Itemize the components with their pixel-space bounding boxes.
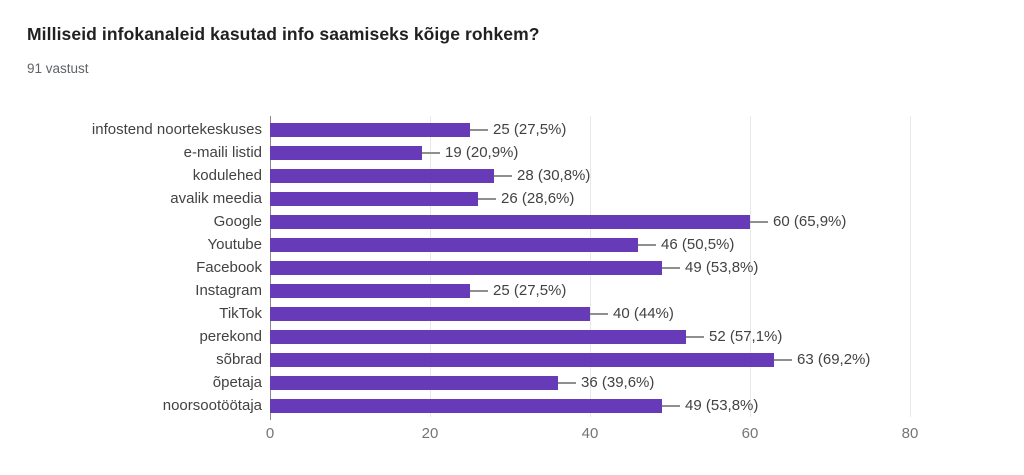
value-label: 63 (69,2%) xyxy=(797,351,871,368)
bar-row: 25 (27,5%) xyxy=(270,279,910,302)
value-label: 60 (65,9%) xyxy=(773,213,847,230)
x-tick-label: 60 xyxy=(741,425,759,442)
x-axis: 0 20 40 60 80 xyxy=(266,417,919,451)
response-count: 91 vastust xyxy=(27,61,89,76)
category-label: infostend noortekeskuses xyxy=(91,121,262,138)
bar-row: 49 (53,8%) xyxy=(270,394,910,417)
x-tick-label: 0 xyxy=(265,425,275,442)
bar[interactable] xyxy=(270,306,590,321)
value-label: 25 (27,5%) xyxy=(493,282,567,299)
category-label: õpetaja xyxy=(212,374,262,391)
leader-line xyxy=(662,404,680,407)
category-label: kodulehed xyxy=(192,167,262,184)
bar[interactable] xyxy=(270,329,686,344)
leader-line xyxy=(638,243,656,246)
value-label: 49 (53,8%) xyxy=(685,259,759,276)
leader-line xyxy=(662,266,680,269)
bar[interactable] xyxy=(270,145,422,160)
x-tick-label: 40 xyxy=(581,425,599,442)
leader-line xyxy=(686,335,704,338)
category-label: Facebook xyxy=(196,259,262,276)
value-label: 40 (44%) xyxy=(613,305,674,322)
bar[interactable] xyxy=(270,398,662,413)
category-label: noorsootöötaja xyxy=(162,397,262,414)
bar-row: 40 (44%) xyxy=(270,302,910,325)
leader-line xyxy=(494,174,512,177)
value-label: 28 (30,8%) xyxy=(517,167,591,184)
value-label: 25 (27,5%) xyxy=(493,121,567,138)
bar-row: 28 (30,8%) xyxy=(270,164,910,187)
bar[interactable] xyxy=(270,237,638,252)
bar[interactable] xyxy=(270,260,662,275)
x-tick-label: 20 xyxy=(421,425,439,442)
bar-row: 60 (65,9%) xyxy=(270,210,910,233)
category-label: avalik meedia xyxy=(170,190,262,207)
category-label: Youtube xyxy=(207,236,262,253)
leader-line xyxy=(750,220,768,223)
leader-line xyxy=(774,358,792,361)
bar-chart: infostend noortekeskuses e-maili listid ko… xyxy=(0,116,1024,451)
value-label: 26 (28,6%) xyxy=(501,190,575,207)
bar[interactable] xyxy=(270,214,750,229)
bar[interactable] xyxy=(270,283,470,298)
bar-row: 63 (69,2%) xyxy=(270,348,910,371)
leader-line xyxy=(470,289,488,292)
bar[interactable] xyxy=(270,122,470,137)
category-label: Instagram xyxy=(195,282,262,299)
value-label: 52 (57,1%) xyxy=(709,328,783,345)
bar-row: 46 (50,5%) xyxy=(270,233,910,256)
gridline xyxy=(910,116,911,417)
bar[interactable] xyxy=(270,168,494,183)
leader-line xyxy=(590,312,608,315)
category-label: e-maili listid xyxy=(183,144,262,161)
category-label: Google xyxy=(213,213,262,230)
gridline xyxy=(750,116,751,417)
category-labels-column: infostend noortekeskuses e-maili listid ko… xyxy=(0,118,270,417)
value-label: 49 (53,8%) xyxy=(685,397,759,414)
bar[interactable] xyxy=(270,352,774,367)
question-title: Milliseid infokanaleid kasutad info saam… xyxy=(27,24,540,44)
category-label: sõbrad xyxy=(216,351,262,368)
bar-row: 52 (57,1%) xyxy=(270,325,910,348)
leader-line xyxy=(558,381,576,384)
leader-line xyxy=(478,197,496,200)
category-label: TikTok xyxy=(219,305,262,322)
plot-area: 25 (27,5%) 19 (20,9%) 28 (30,8%) 26 (28,6%)… xyxy=(270,116,911,420)
bar[interactable] xyxy=(270,191,478,206)
bar[interactable] xyxy=(270,375,558,390)
category-label: perekond xyxy=(199,328,262,345)
value-label: 36 (39,6%) xyxy=(581,374,655,391)
bar-row: 25 (27,5%) xyxy=(270,118,910,141)
leader-line xyxy=(470,128,488,131)
value-label: 46 (50,5%) xyxy=(661,236,735,253)
bar-row: 19 (20,9%) xyxy=(270,141,910,164)
x-tick-label: 80 xyxy=(901,425,919,442)
leader-line xyxy=(422,151,440,154)
value-label: 19 (20,9%) xyxy=(445,144,519,161)
bar-row: 36 (39,6%) xyxy=(270,371,910,394)
bar-row: 49 (53,8%) xyxy=(270,256,910,279)
chart-body: infostend noortekeskuses e-maili listid ko… xyxy=(0,116,1024,420)
bar-row: 26 (28,6%) xyxy=(270,187,910,210)
